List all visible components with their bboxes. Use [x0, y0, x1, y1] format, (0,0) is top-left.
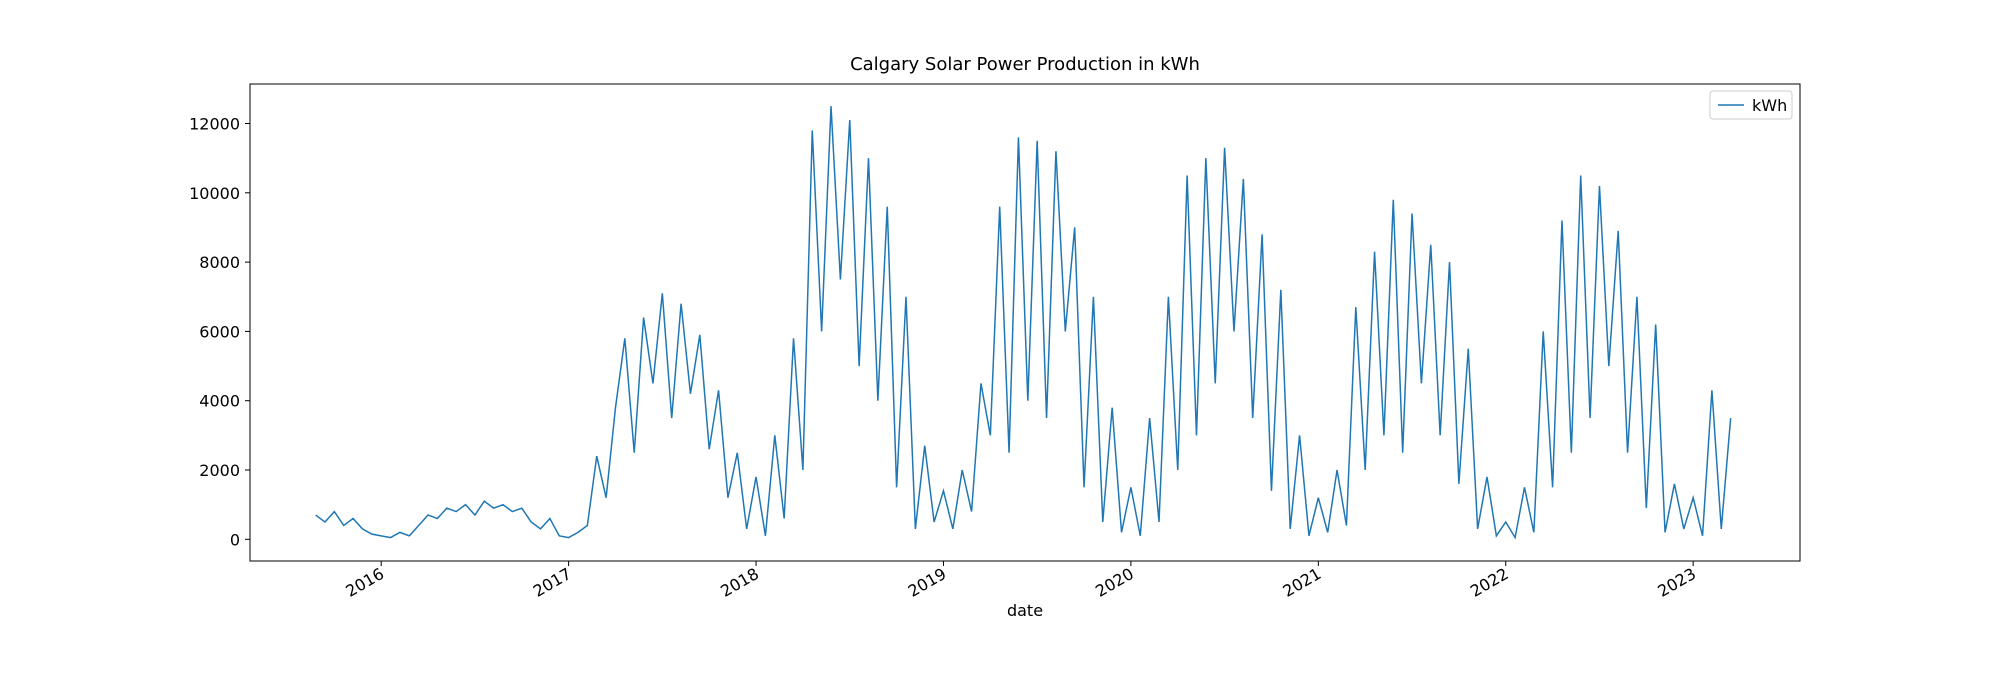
legend-box: [1709, 90, 1793, 120]
x-tick-label: 2019: [905, 564, 950, 601]
x-tick-label: 2017: [530, 564, 575, 601]
data-line: [315, 106, 1732, 540]
x-tick-label: 2022: [1467, 564, 1512, 601]
plot-frame: [249, 83, 1801, 562]
x-axis-label: date: [1007, 601, 1043, 620]
x-tick-label: 2023: [1654, 564, 1699, 601]
y-tick-label: 10000: [189, 184, 240, 203]
x-tick-label: 2021: [1280, 564, 1325, 601]
x-tick-label: 2020: [1092, 564, 1137, 601]
y-tick-label: 2000: [199, 461, 240, 480]
legend-label: kWh: [1752, 96, 1787, 115]
y-tick-label: 6000: [199, 322, 240, 341]
y-tick-label: 0: [230, 530, 240, 549]
y-tick-label: 12000: [189, 115, 240, 134]
y-tick-label: 8000: [199, 253, 240, 272]
y-tick-label: 4000: [199, 392, 240, 411]
chart-title: Calgary Solar Power Production in kWh: [850, 54, 1200, 75]
x-tick-label: 2018: [717, 564, 762, 601]
x-tick-label: 2016: [342, 564, 387, 601]
